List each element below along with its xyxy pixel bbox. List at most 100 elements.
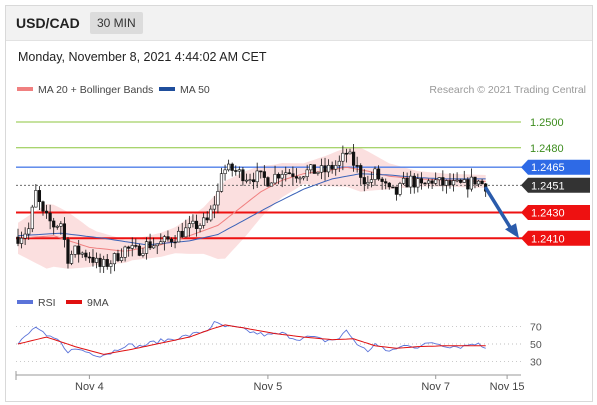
candle [212, 196, 216, 219]
candle [459, 178, 463, 184]
timestamp: Monday, November 8, 2021 4:44:02 AM CET [18, 50, 267, 64]
candle [202, 212, 206, 229]
candle [41, 200, 45, 216]
candle-body [37, 190, 42, 202]
candle-body [16, 236, 20, 244]
candle-body [169, 238, 174, 243]
candle [341, 145, 345, 171]
candle [134, 238, 138, 249]
candle-body [473, 176, 477, 185]
candle [84, 249, 88, 261]
candle [55, 224, 59, 230]
candle [359, 163, 363, 185]
candle-body [387, 182, 391, 188]
candle [252, 172, 256, 190]
candle [380, 176, 384, 190]
candle-body [248, 179, 252, 181]
candle [73, 245, 77, 258]
candle [230, 162, 234, 177]
candle [66, 237, 70, 269]
candle [398, 181, 402, 197]
candle-body [291, 173, 295, 177]
candle-body [109, 263, 113, 267]
candle [394, 186, 399, 201]
candle [455, 172, 459, 183]
candle [344, 148, 349, 163]
candle [237, 166, 241, 178]
candle [376, 165, 381, 181]
ma20-legend-label: MA 20 + Bollinger Bands [38, 84, 153, 96]
candle-body [130, 245, 134, 249]
level-label-1.2451: 1.2451 [531, 180, 565, 192]
candle-body [269, 182, 274, 187]
level-label-1.2480: 1.2480 [530, 143, 564, 155]
candle-body [262, 171, 266, 178]
candle-body [219, 173, 224, 192]
candle-body [177, 230, 181, 243]
candle-body [337, 160, 341, 166]
candle [223, 164, 227, 181]
candle-body [312, 164, 316, 174]
candle [466, 177, 470, 198]
candle [348, 148, 352, 155]
candle-body [137, 245, 141, 256]
candle-body [123, 246, 127, 258]
candle [462, 170, 466, 183]
ma20-line [17, 166, 486, 252]
candle [391, 186, 395, 189]
candle-body [259, 170, 263, 173]
candle [23, 227, 27, 246]
level-tag-1.2465 [521, 159, 590, 175]
candle [69, 250, 74, 266]
rsi-panel: 70 50 30 [16, 320, 542, 368]
candle-body [216, 191, 220, 206]
candles [16, 144, 488, 274]
candle-body [155, 243, 159, 247]
candle [119, 248, 124, 263]
candle [112, 252, 116, 272]
candle-body [202, 217, 206, 226]
candle-body [87, 256, 91, 259]
candle [444, 179, 449, 194]
candle-body [430, 180, 434, 184]
candle-body [166, 236, 170, 240]
candle-body [287, 172, 291, 175]
bollinger-band-area [18, 147, 486, 269]
x-label-Nov 5: Nov 5 [254, 381, 283, 393]
candle [448, 173, 452, 189]
candle [155, 243, 159, 255]
candle-body [112, 253, 116, 265]
ma9-legend-label: 9MA [87, 297, 109, 309]
candle [480, 179, 484, 185]
candle [441, 170, 445, 192]
candle-body [294, 176, 299, 179]
candle [305, 164, 309, 182]
candle [80, 251, 84, 258]
level-label-1.2465: 1.2465 [531, 162, 565, 174]
x-label-Nov 7: Nov 7 [421, 381, 450, 393]
candle-body [305, 169, 309, 177]
candle-body [94, 257, 99, 263]
candle [473, 176, 477, 189]
x-label-Nov 15: Nov 15 [490, 381, 525, 393]
candle-body [344, 152, 349, 155]
bollinger-band [18, 147, 486, 269]
candle-body [23, 233, 27, 239]
candle [30, 204, 34, 233]
candle-body [27, 228, 31, 235]
candle-body [19, 237, 24, 244]
timeframe-button[interactable]: 30 MIN [90, 12, 143, 34]
chart-header: USD/CAD 30 MIN [6, 6, 592, 41]
candle-body [116, 253, 120, 261]
candle-body [241, 169, 245, 182]
ma9-line [17, 324, 486, 355]
candle-body [434, 179, 438, 184]
candle-body [476, 180, 481, 185]
candle-body [334, 165, 338, 170]
candle [205, 211, 209, 223]
candle-body [44, 210, 49, 214]
candle-body [30, 206, 34, 230]
candle-body [423, 182, 427, 185]
candle [130, 237, 134, 257]
ma9-legend-swatch [66, 300, 82, 304]
